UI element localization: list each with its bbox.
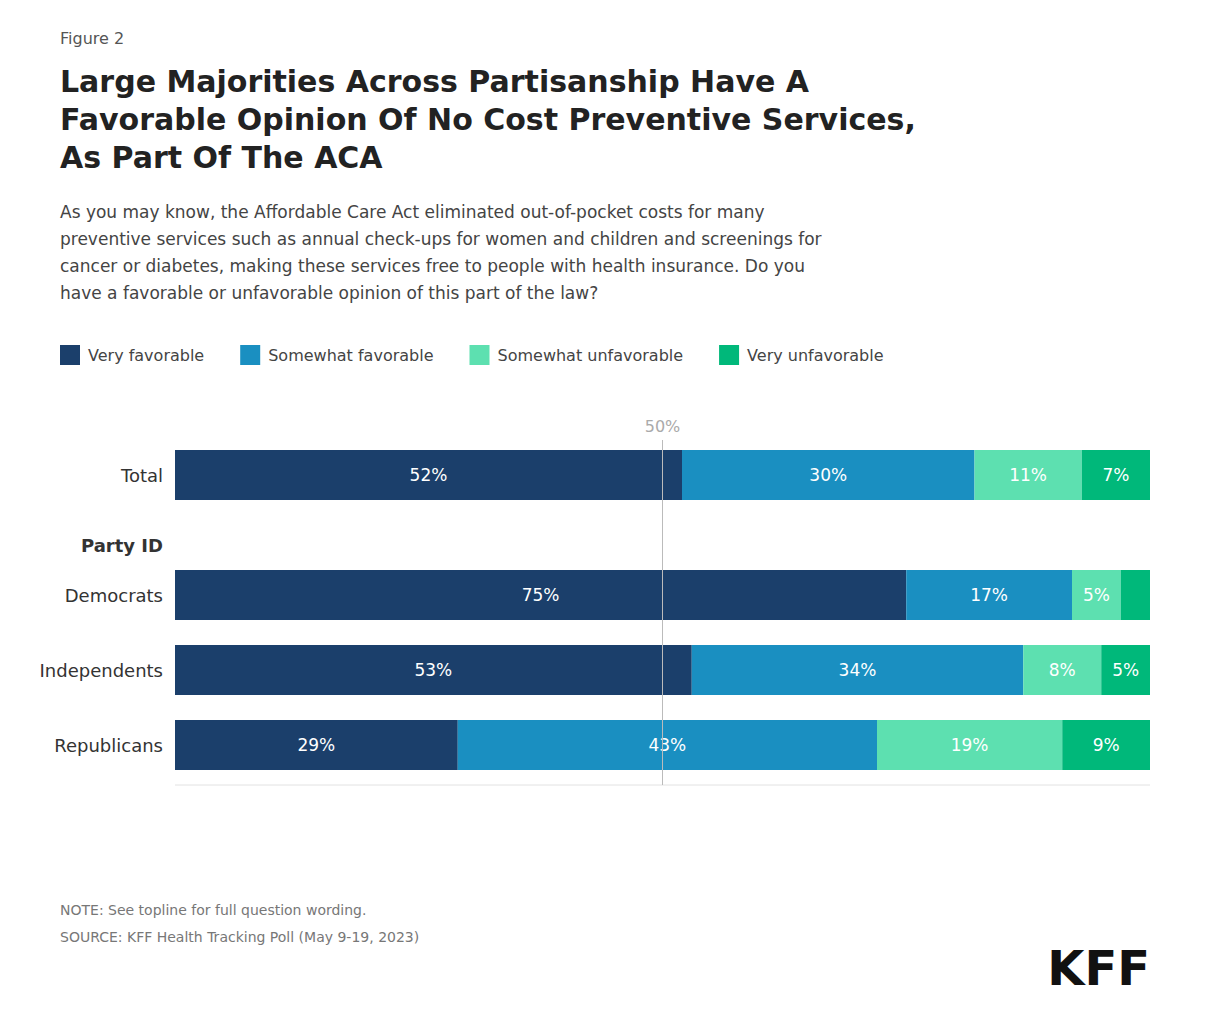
data-label: 5%	[1083, 585, 1110, 605]
logo: KFF	[1047, 940, 1150, 996]
data-label: 34%	[839, 660, 877, 680]
title-line: Favorable Opinion Of No Cost Preventive …	[60, 102, 916, 137]
bar-segment	[175, 720, 458, 770]
bar-segment	[458, 720, 877, 770]
figure-label: Figure 2	[60, 29, 124, 48]
category-label: Democrats	[65, 585, 163, 606]
bar-segment	[1062, 720, 1150, 770]
data-label: 5%	[1112, 660, 1139, 680]
bar-segment	[1101, 645, 1150, 695]
bar-segment	[975, 450, 1082, 500]
source-line: SOURCE: KFF Health Tracking Poll (May 9-…	[60, 929, 419, 945]
bar-segment	[692, 645, 1024, 695]
data-label: 8%	[1049, 660, 1076, 680]
subtitle-line: As you may know, the Affordable Care Act…	[60, 202, 765, 222]
legend-swatch	[470, 345, 490, 365]
bar-segment	[1082, 450, 1150, 500]
source: SOURCE: KFF Health Tracking Poll (May 9-…	[60, 929, 419, 945]
legend-label: Somewhat favorable	[268, 346, 433, 365]
legend-swatch	[60, 345, 80, 365]
reference-line	[662, 440, 663, 785]
figure-label-line: Figure 2	[60, 29, 124, 48]
legend-label: Very favorable	[88, 346, 204, 365]
bar-segment	[1023, 645, 1101, 695]
data-label: 29%	[297, 735, 335, 755]
data-label: 75%	[522, 585, 560, 605]
subtitle-line: preventive services such as annual check…	[60, 229, 822, 249]
note: NOTE: See topline for full question word…	[60, 902, 366, 918]
title-line: As Part Of The ACA	[60, 140, 383, 175]
data-labels: 52% 30% 11% 7% 75% 17% 5% 53% 34% 8% 5% 29% 43% 19% 9%	[297, 465, 1139, 755]
bar-segment	[1121, 570, 1150, 620]
data-label: 30%	[809, 465, 847, 485]
data-label: 19%	[951, 735, 989, 755]
category-label: Independents	[40, 660, 163, 681]
legend-swatch	[719, 345, 739, 365]
subtitle-line: have a favorable or unfavorable opinion …	[60, 283, 598, 303]
reference-label: 50%	[645, 417, 681, 436]
group-label: Party ID	[81, 535, 163, 556]
legend: Very favorable Somewhat favorable Somewhat…	[60, 345, 884, 365]
bar-segment	[682, 450, 975, 500]
legend-label: Very unfavorable	[747, 346, 883, 365]
data-label: 9%	[1093, 735, 1120, 755]
category-label: Republicans	[54, 735, 163, 756]
title: Large Majorities Across Partisanship Hav…	[60, 64, 916, 175]
note-line: NOTE: See topline for full question word…	[60, 902, 366, 918]
chart-canvas: Figure 2 Large Majorities Across Partisan…	[0, 0, 1220, 1026]
data-label: 52%	[410, 465, 448, 485]
category-label: Total	[120, 465, 163, 486]
bar-segment	[906, 570, 1072, 620]
subtitle: As you may know, the Affordable Care Act…	[60, 202, 822, 303]
bar-segment	[175, 645, 692, 695]
bar-segment	[175, 450, 682, 500]
bar-segment	[1072, 570, 1121, 620]
data-label: 53%	[414, 660, 452, 680]
data-label: 43%	[648, 735, 686, 755]
bar-segment	[877, 720, 1062, 770]
subtitle-line: cancer or diabetes, making these service…	[60, 256, 805, 276]
legend-label: Somewhat unfavorable	[498, 346, 684, 365]
legend-swatch	[240, 345, 260, 365]
data-label: 11%	[1009, 465, 1047, 485]
bar-segment	[175, 570, 906, 620]
title-line: Large Majorities Across Partisanship Hav…	[60, 64, 810, 99]
data-label: 7%	[1102, 465, 1129, 485]
data-label: 17%	[970, 585, 1008, 605]
